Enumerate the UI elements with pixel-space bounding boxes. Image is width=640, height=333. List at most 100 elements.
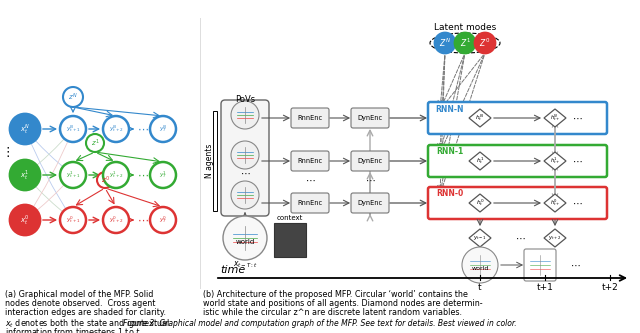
Circle shape [435, 33, 455, 53]
Text: $y_{t+2}$: $y_{t+2}$ [548, 234, 561, 242]
FancyBboxPatch shape [351, 151, 389, 171]
Text: t+1: t+1 [536, 283, 554, 292]
Circle shape [475, 33, 495, 53]
Polygon shape [544, 194, 566, 212]
FancyBboxPatch shape [351, 193, 389, 213]
Text: $x_t^N$: $x_t^N$ [20, 122, 30, 136]
Polygon shape [469, 109, 491, 127]
Text: nodes denote observed.  Cross agent: nodes denote observed. Cross agent [5, 299, 156, 308]
Text: $z^0$: $z^0$ [100, 174, 109, 186]
Circle shape [103, 116, 129, 142]
Polygon shape [469, 152, 491, 170]
Text: t: t [478, 283, 482, 292]
Text: $\cdots$: $\cdots$ [137, 124, 149, 134]
Text: (a) Graphical model of the MFP. Solid: (a) Graphical model of the MFP. Solid [5, 290, 154, 299]
Text: $\cdots$: $\cdots$ [570, 260, 580, 270]
FancyBboxPatch shape [428, 187, 607, 219]
Circle shape [150, 207, 176, 233]
Text: $\cdots$: $\cdots$ [572, 198, 582, 208]
Text: $h_t^0$: $h_t^0$ [476, 197, 484, 208]
Text: Figure 3: Graphical model and computation graph of the MFP. See text for details: Figure 3: Graphical model and computatio… [123, 319, 517, 328]
FancyBboxPatch shape [291, 193, 329, 213]
Text: $x_t^0$: $x_t^0$ [20, 213, 29, 227]
Circle shape [231, 101, 259, 129]
Text: $\vdots$: $\vdots$ [1, 145, 10, 159]
Text: Latent modes: Latent modes [434, 24, 496, 33]
Text: RNN-0: RNN-0 [436, 189, 463, 198]
FancyBboxPatch shape [524, 249, 556, 281]
Circle shape [462, 247, 498, 283]
Circle shape [231, 181, 259, 209]
Text: $x_t$ denotes both the state and contextual: $x_t$ denotes both the state and context… [5, 317, 170, 329]
Circle shape [60, 207, 86, 233]
Circle shape [103, 207, 129, 233]
Text: $y_T^1$: $y_T^1$ [159, 169, 167, 180]
FancyBboxPatch shape [274, 223, 306, 257]
Text: $h_{t+}^1$: $h_{t+}^1$ [550, 156, 560, 166]
Text: $y_{t-1}$: $y_{t-1}$ [473, 234, 487, 242]
FancyBboxPatch shape [291, 151, 329, 171]
Polygon shape [469, 194, 491, 212]
Text: world: world [471, 266, 489, 271]
Circle shape [10, 205, 40, 235]
Text: interaction edges are shaded for clarity.: interaction edges are shaded for clarity… [5, 308, 166, 317]
Text: RnnEnc: RnnEnc [298, 115, 323, 121]
Text: $h_t^1$: $h_t^1$ [476, 156, 484, 166]
Text: $h_{t+}^N$: $h_{t+}^N$ [550, 113, 560, 124]
Text: $y_{t+1}^N$: $y_{t+1}^N$ [66, 124, 80, 135]
Text: $y_{t+2}^N$: $y_{t+2}^N$ [109, 124, 124, 135]
Text: $h_t^N$: $h_t^N$ [476, 113, 484, 124]
Text: $y_{t+2}^0$: $y_{t+2}^0$ [109, 214, 124, 225]
FancyBboxPatch shape [291, 108, 329, 128]
Text: world state and positions of all agents. Diamond nodes are determin-: world state and positions of all agents.… [203, 299, 483, 308]
Text: context: context [277, 215, 303, 221]
Text: $z^N$: $z^N$ [68, 91, 78, 103]
Text: PoVs: PoVs [235, 96, 255, 105]
Circle shape [86, 134, 104, 152]
Circle shape [231, 141, 259, 169]
FancyBboxPatch shape [428, 145, 607, 177]
Circle shape [10, 160, 40, 190]
FancyBboxPatch shape [221, 100, 269, 216]
Text: istic while the circular z^n are discrete latent random variables.: istic while the circular z^n are discret… [203, 308, 462, 317]
Text: world: world [236, 239, 255, 245]
Text: information from timesteps 1 to $t$.: information from timesteps 1 to $t$. [5, 326, 142, 333]
Text: DynEnc: DynEnc [357, 115, 383, 121]
Text: DynEnc: DynEnc [357, 200, 383, 206]
Text: $\cdots$: $\cdots$ [137, 170, 149, 180]
Text: $\cdots$: $\cdots$ [137, 215, 149, 225]
Polygon shape [544, 152, 566, 170]
Circle shape [10, 114, 40, 144]
Text: $\cdots$: $\cdots$ [305, 175, 316, 185]
Circle shape [97, 172, 113, 188]
Text: $Z^N$: $Z^N$ [439, 37, 451, 49]
Text: t+2: t+2 [602, 283, 618, 292]
Text: $\cdots$: $\cdots$ [572, 156, 582, 166]
Text: $\cdots$: $\cdots$ [515, 233, 525, 243]
Text: (b) Architecture of the proposed MFP. Circular ‘world’ contains the: (b) Architecture of the proposed MFP. Ci… [203, 290, 468, 299]
Text: $y_T^0$: $y_T^0$ [159, 214, 167, 225]
Text: $x_t^1$: $x_t^1$ [20, 168, 29, 182]
Circle shape [150, 162, 176, 188]
Text: $y_{t+2}^1$: $y_{t+2}^1$ [109, 169, 124, 180]
Text: RNN-N: RNN-N [436, 105, 464, 114]
Text: $Z^0$: $Z^0$ [479, 37, 491, 49]
Circle shape [223, 216, 267, 260]
Text: RnnEnc: RnnEnc [298, 158, 323, 164]
Circle shape [150, 116, 176, 142]
Circle shape [60, 116, 86, 142]
Circle shape [103, 162, 129, 188]
Text: $\cdots$: $\cdots$ [365, 175, 375, 185]
Polygon shape [544, 229, 566, 247]
Text: $y_{t+1}^0$: $y_{t+1}^0$ [66, 214, 80, 225]
Polygon shape [544, 109, 566, 127]
Circle shape [60, 162, 86, 188]
Polygon shape [469, 229, 491, 247]
Text: RNN-1: RNN-1 [436, 148, 463, 157]
Circle shape [455, 33, 475, 53]
Text: time: time [220, 265, 245, 275]
Text: $\cdots$: $\cdots$ [240, 168, 250, 178]
FancyBboxPatch shape [351, 108, 389, 128]
Text: N agents: N agents [205, 144, 214, 178]
Text: $x_{t-T:t}$: $x_{t-T:t}$ [232, 260, 257, 270]
